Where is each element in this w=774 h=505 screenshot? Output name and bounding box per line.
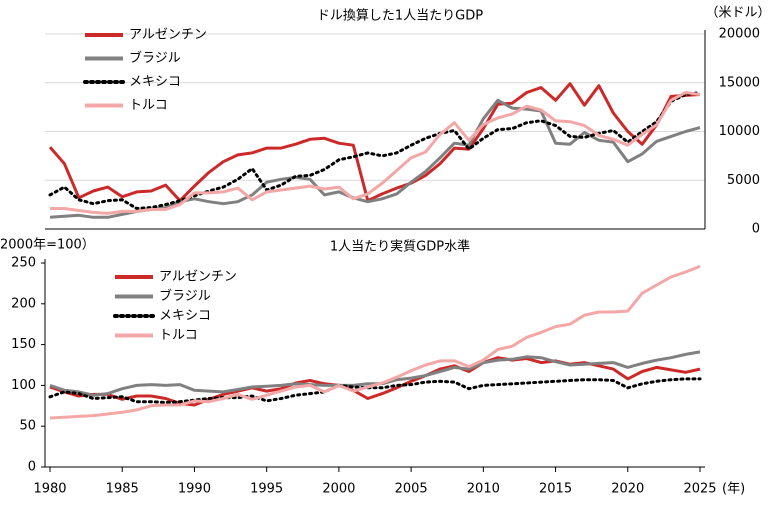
- legend-label: アルゼンチン: [159, 270, 237, 285]
- legend-label: トルコ: [159, 328, 198, 343]
- y-tick-label: 200: [11, 296, 36, 311]
- x-tick-label: 2005: [395, 482, 428, 497]
- legend-label: アルゼンチン: [129, 28, 207, 43]
- x-tick-label: 1985: [106, 482, 139, 497]
- legend-label: メキシコ: [129, 75, 181, 90]
- series-line: [48, 377, 702, 404]
- y-tick-label: 10000: [719, 124, 760, 139]
- y-tick-label: 0: [28, 460, 36, 475]
- legend-label: ブラジル: [159, 288, 211, 304]
- y-tick-label: 20000: [719, 27, 760, 42]
- series-line: [48, 91, 702, 210]
- x-tick-label: 1980: [33, 482, 66, 497]
- x-tick-label: 2000: [322, 482, 355, 497]
- x-tick-label: 1995: [250, 482, 283, 497]
- legend-label: ブラジル: [129, 50, 181, 66]
- x-tick-label: 2015: [539, 482, 572, 497]
- y-tick-label: 150: [11, 337, 36, 352]
- x-tick-label: 1990: [178, 482, 211, 497]
- y-tick-label: 50: [19, 419, 36, 434]
- series-line: [49, 356, 701, 407]
- y-axis-label: 2000年=100）: [0, 238, 95, 253]
- legend-label: メキシコ: [159, 309, 211, 324]
- x-tick-label: 2010: [467, 482, 500, 497]
- chart-title: ドル換算した1人当たりGDP: [317, 9, 483, 24]
- y-tick-label: 100: [11, 378, 36, 393]
- series-line: [48, 82, 701, 203]
- y-tick-label: 15000: [719, 75, 760, 90]
- y-tick-label: 250: [11, 256, 36, 271]
- series-line: [49, 264, 701, 420]
- y-axis-label: （米ドル）: [705, 6, 770, 21]
- chart-title: 1人当たり実質GDP水準: [330, 239, 470, 255]
- series-line: [50, 91, 701, 215]
- legend-label: トルコ: [129, 98, 168, 113]
- x-tick-label: 2025: [683, 482, 716, 497]
- x-axis-label: (年): [722, 482, 745, 497]
- series-line: [49, 98, 701, 219]
- x-tick-label: 2020: [611, 482, 644, 497]
- y-tick-label: 5000: [727, 173, 760, 188]
- y-tick-label: 0: [752, 222, 760, 237]
